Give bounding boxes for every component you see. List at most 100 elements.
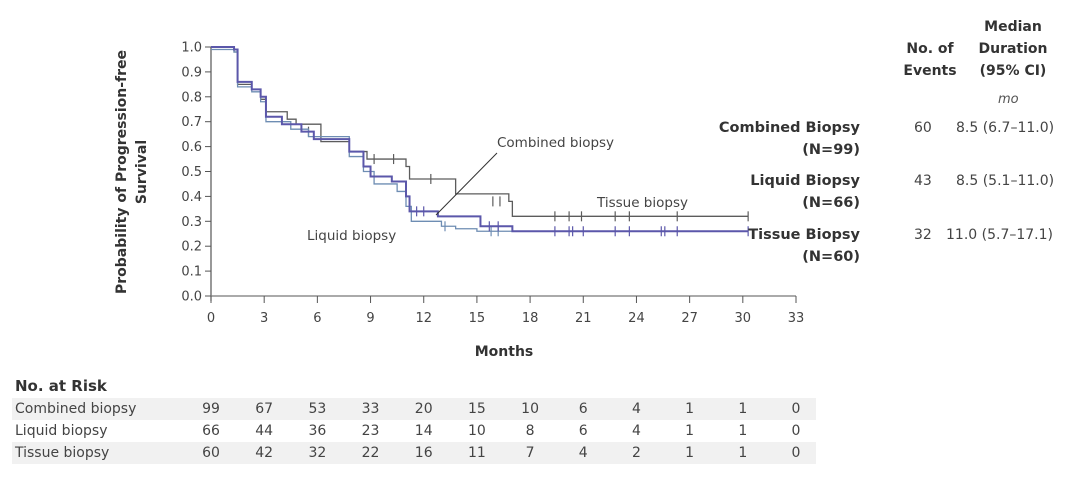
group-name: Liquid Biopsy [750,173,860,189]
at-risk-title: No. at Risk [15,377,107,395]
y-axis-title-line2: Survival [134,140,150,204]
events-header: No. of Events [890,38,970,82]
at-risk-cell: 10 [467,423,486,439]
at-risk-table: No. at Risk Combined biopsy 99 67 53 33 20 15 1… [12,374,816,464]
annotation-tissue-biopsy: Tissue biopsy [596,195,688,211]
annotation-combined-biopsy: Combined biopsy [497,135,614,151]
at-risk-row: Liquid biopsy 66 44 36 23 14 10 8 6 4 1 1 0 [12,420,816,442]
at-risk-cell: 66 [202,423,220,439]
events-combined: 60 [914,120,932,136]
group-liquid: Liquid Biopsy (N=66) [670,170,860,214]
at-risk-cell: 44 [255,423,274,439]
at-risk-cell: 99 [202,401,220,417]
at-risk-cell: 14 [414,423,433,439]
x-tick-label: 0 [207,311,215,326]
at-risk-cell: 11 [467,445,486,461]
x-tick-label: 6 [313,311,321,326]
median-tissue: 11.0 (5.7–17.1) [946,227,1053,243]
median-header-line1: Median [984,19,1042,35]
x-tick-label: 9 [366,311,374,326]
y-tick-label: 0.1 [181,265,202,280]
events-liquid: 43 [914,173,932,189]
y-tick-label: 0.3 [181,215,202,230]
at-risk-row: Tissue biopsy 60 42 32 22 16 11 7 4 2 1 1 0 [12,442,816,464]
x-tick-label: 33 [788,311,805,326]
at-risk-cell: 16 [414,445,433,461]
at-risk-cell: 23 [361,423,380,439]
at-risk-cell: 4 [578,445,588,461]
y-tick-label: 1.0 [181,41,202,56]
group-name: Tissue Biopsy [748,227,860,243]
group-name: Combined Biopsy [718,120,860,136]
at-risk-cell: 1 [685,445,695,461]
y-tick-label: 0.4 [181,190,202,205]
at-risk-cell: 7 [525,445,535,461]
annotation-liquid-biopsy: Liquid biopsy [307,228,396,244]
survival-curves [211,46,749,237]
at-risk-cell: 1 [685,401,695,417]
annotation-leader-line [435,152,498,216]
at-risk-cell: 6 [578,401,588,417]
x-tick-label: 27 [681,311,698,326]
at-risk-cell: 6 [578,423,588,439]
group-n: (N=99) [802,142,860,158]
at-risk-cell: 32 [308,445,327,461]
y-axis: 0.0 0.1 0.2 0.3 0.4 0.5 0.6 0.7 0.8 0.9 1.0 [181,41,212,305]
unit-label: mo [998,92,1019,107]
y-tick-label: 0.9 [181,65,202,80]
at-risk-cell: 0 [791,445,801,461]
at-risk-cell: 1 [738,401,748,417]
at-risk-cell: 42 [255,445,274,461]
group-n: (N=66) [802,195,860,211]
at-risk-row-label: Combined biopsy [15,401,137,417]
x-tick-label: 18 [522,311,539,326]
group-combined: Combined Biopsy (N=99) [670,117,860,161]
y-tick-label: 0.0 [181,290,202,305]
x-axis: 0 3 6 9 12 15 18 21 24 27 30 33 [207,295,805,326]
curve-combined-biopsy [211,46,749,233]
at-risk-row-label: Tissue biopsy [15,445,110,461]
y-axis-title-line1: Probability of Progression-free [114,50,130,294]
at-risk-cell: 10 [521,401,539,417]
at-risk-cell: 36 [308,423,327,439]
median-header-line3: (95% CI) [979,63,1047,79]
y-tick-label: 0.8 [181,90,202,105]
y-tick-label: 0.5 [181,165,202,180]
events-header-line2: Events [903,63,957,79]
at-risk-row-label: Liquid biopsy [15,423,108,439]
at-risk-row: Combined biopsy 99 67 53 33 20 15 10 6 4 1 1 0 [12,398,816,420]
at-risk-cell: 20 [414,401,433,417]
y-tick-label: 0.6 [181,140,202,155]
at-risk-cell: 33 [361,401,380,417]
x-tick-label: 15 [469,311,486,326]
at-risk-cell: 15 [467,401,486,417]
at-risk-cell: 2 [631,445,641,461]
median-combined: 8.5 (6.7–11.0) [956,120,1055,136]
curve-tissue-biopsy [211,46,749,217]
at-risk-cell: 8 [525,423,535,439]
at-risk-cell: 60 [202,445,220,461]
group-n: (N=60) [802,249,860,265]
at-risk-cell: 4 [631,423,641,439]
events-header-line1: No. of [906,41,954,57]
x-axis-title: Months [475,344,534,360]
at-risk-cell: 53 [308,401,327,417]
median-header-line2: Duration [978,41,1048,57]
y-tick-label: 0.7 [181,115,202,130]
at-risk-cell: 0 [791,423,801,439]
median-liquid: 8.5 (5.1–11.0) [956,173,1055,189]
x-tick-label: 24 [628,311,645,326]
at-risk-cell: 22 [361,445,380,461]
at-risk-cell: 67 [255,401,274,417]
x-tick-label: 12 [415,311,432,326]
at-risk-cell: 1 [738,423,748,439]
median-header: Median Duration (95% CI) [968,16,1058,82]
group-tissue: Tissue Biopsy (N=60) [670,224,860,268]
at-risk-cell: 0 [791,401,801,417]
at-risk-cell: 1 [738,445,748,461]
x-tick-label: 3 [260,311,268,326]
at-risk-cell: 4 [631,401,641,417]
x-tick-label: 30 [735,311,752,326]
x-tick-label: 21 [575,311,592,326]
